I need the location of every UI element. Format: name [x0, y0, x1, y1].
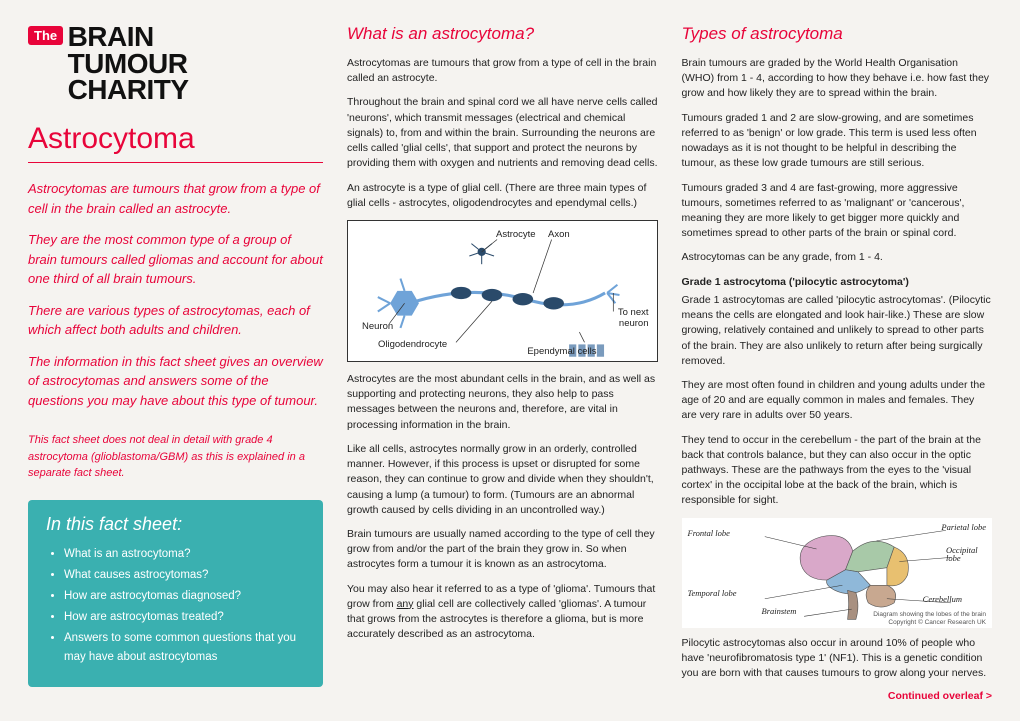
intro-block: Astrocytomas are tumours that grow from …	[28, 179, 323, 410]
fig-label-oligo: Oligodendrocyte	[378, 339, 447, 350]
fig-label-ependymal: Ependymal cells	[527, 346, 596, 357]
page-title: Astrocytoma	[28, 122, 323, 156]
body-p: They are most often found in children an…	[682, 378, 993, 424]
fig-label-neuron: Neuron	[362, 321, 393, 332]
toc-box: In this fact sheet: What is an astrocyto…	[28, 500, 323, 687]
body-p: You may also hear it referred to as a ty…	[347, 582, 658, 643]
intro-p4: The information in this fact sheet gives…	[28, 352, 323, 411]
brain-label-occipital: Occipital lobe	[946, 546, 986, 563]
left-column: The BRAIN TUMOUR CHARITY Astrocytoma Ast…	[28, 24, 323, 697]
body-p: Astrocytomas can be any grade, from 1 - …	[682, 250, 993, 265]
logo-main: BRAIN TUMOUR CHARITY	[68, 24, 189, 104]
right-column: Types of astrocytoma Brain tumours are g…	[682, 24, 993, 697]
page: The BRAIN TUMOUR CHARITY Astrocytoma Ast…	[0, 0, 1020, 721]
grade1-title: Grade 1 astrocytoma ('pilocytic astrocyt…	[682, 275, 993, 290]
toc-item: What causes astrocytomas?	[64, 566, 305, 585]
fig-label-axon: Axon	[548, 229, 570, 240]
section-heading: Types of astrocytoma	[682, 24, 993, 44]
title-rule	[28, 162, 323, 163]
body-p: Astrocytes are the most abundant cells i…	[347, 372, 658, 433]
fig-label-astrocyte: Astrocyte	[496, 229, 536, 240]
toc-item: What is an astrocytoma?	[64, 545, 305, 564]
logo: The BRAIN TUMOUR CHARITY	[28, 24, 323, 104]
toc-item: Answers to some common questions that yo…	[64, 629, 305, 667]
body-p: Pilocytic astrocytomas also occur in aro…	[682, 636, 993, 682]
body-p: An astrocyte is a type of glial cell. (T…	[347, 181, 658, 211]
body-p: Astrocytomas are tumours that grow from …	[347, 56, 658, 86]
section-heading: What is an astrocytoma?	[347, 24, 658, 44]
brain-attribution: Diagram showing the lobes of the brain C…	[873, 611, 986, 625]
brain-label-frontal: Frontal lobe	[688, 528, 730, 538]
neuron-diagram: Astrocyte Axon Neuron To next neuron Oli…	[347, 220, 658, 362]
intro-p2: They are the most common type of a group…	[28, 230, 323, 289]
body-p: Tumours graded 3 and 4 are fast-growing,…	[682, 181, 993, 242]
footnote: This fact sheet does not deal in detail …	[28, 432, 323, 482]
brain-label-temporal: Temporal lobe	[688, 588, 737, 598]
intro-p1: Astrocytomas are tumours that grow from …	[28, 179, 323, 218]
middle-column: What is an astrocytoma? Astrocytomas are…	[347, 24, 658, 697]
intro-p3: There are various types of astrocytomas,…	[28, 301, 323, 340]
body-p: Throughout the brain and spinal cord we …	[347, 95, 658, 171]
body-p: Brain tumours are usually named accordin…	[347, 527, 658, 573]
body-p: Tumours graded 1 and 2 are slow-growing,…	[682, 111, 993, 172]
body-p: They tend to occur in the cerebellum - t…	[682, 433, 993, 509]
logo-tag: The	[28, 26, 63, 45]
body-p: Like all cells, astrocytes normally grow…	[347, 442, 658, 518]
brain-label-parietal: Parietal lobe	[941, 522, 986, 532]
continued-overleaf: Continued overleaf >	[682, 690, 993, 702]
toc-item: How are astrocytomas treated?	[64, 608, 305, 627]
body-p: Grade 1 astrocytomas are called 'pilocyt…	[682, 293, 993, 369]
brain-diagram: Frontal lobe Parietal lobe Occipital lob…	[682, 518, 993, 628]
toc-item: How are astrocytomas diagnosed?	[64, 587, 305, 606]
toc-heading: In this fact sheet:	[46, 514, 305, 535]
body-p: Brain tumours are graded by the World He…	[682, 56, 993, 102]
brain-label-brainstem: Brainstem	[762, 606, 797, 616]
toc-list: What is an astrocytoma? What causes astr…	[46, 545, 305, 667]
fig-label-tonext: To next neuron	[599, 307, 649, 329]
brain-label-cerebellum: Cerebellum	[923, 594, 962, 604]
